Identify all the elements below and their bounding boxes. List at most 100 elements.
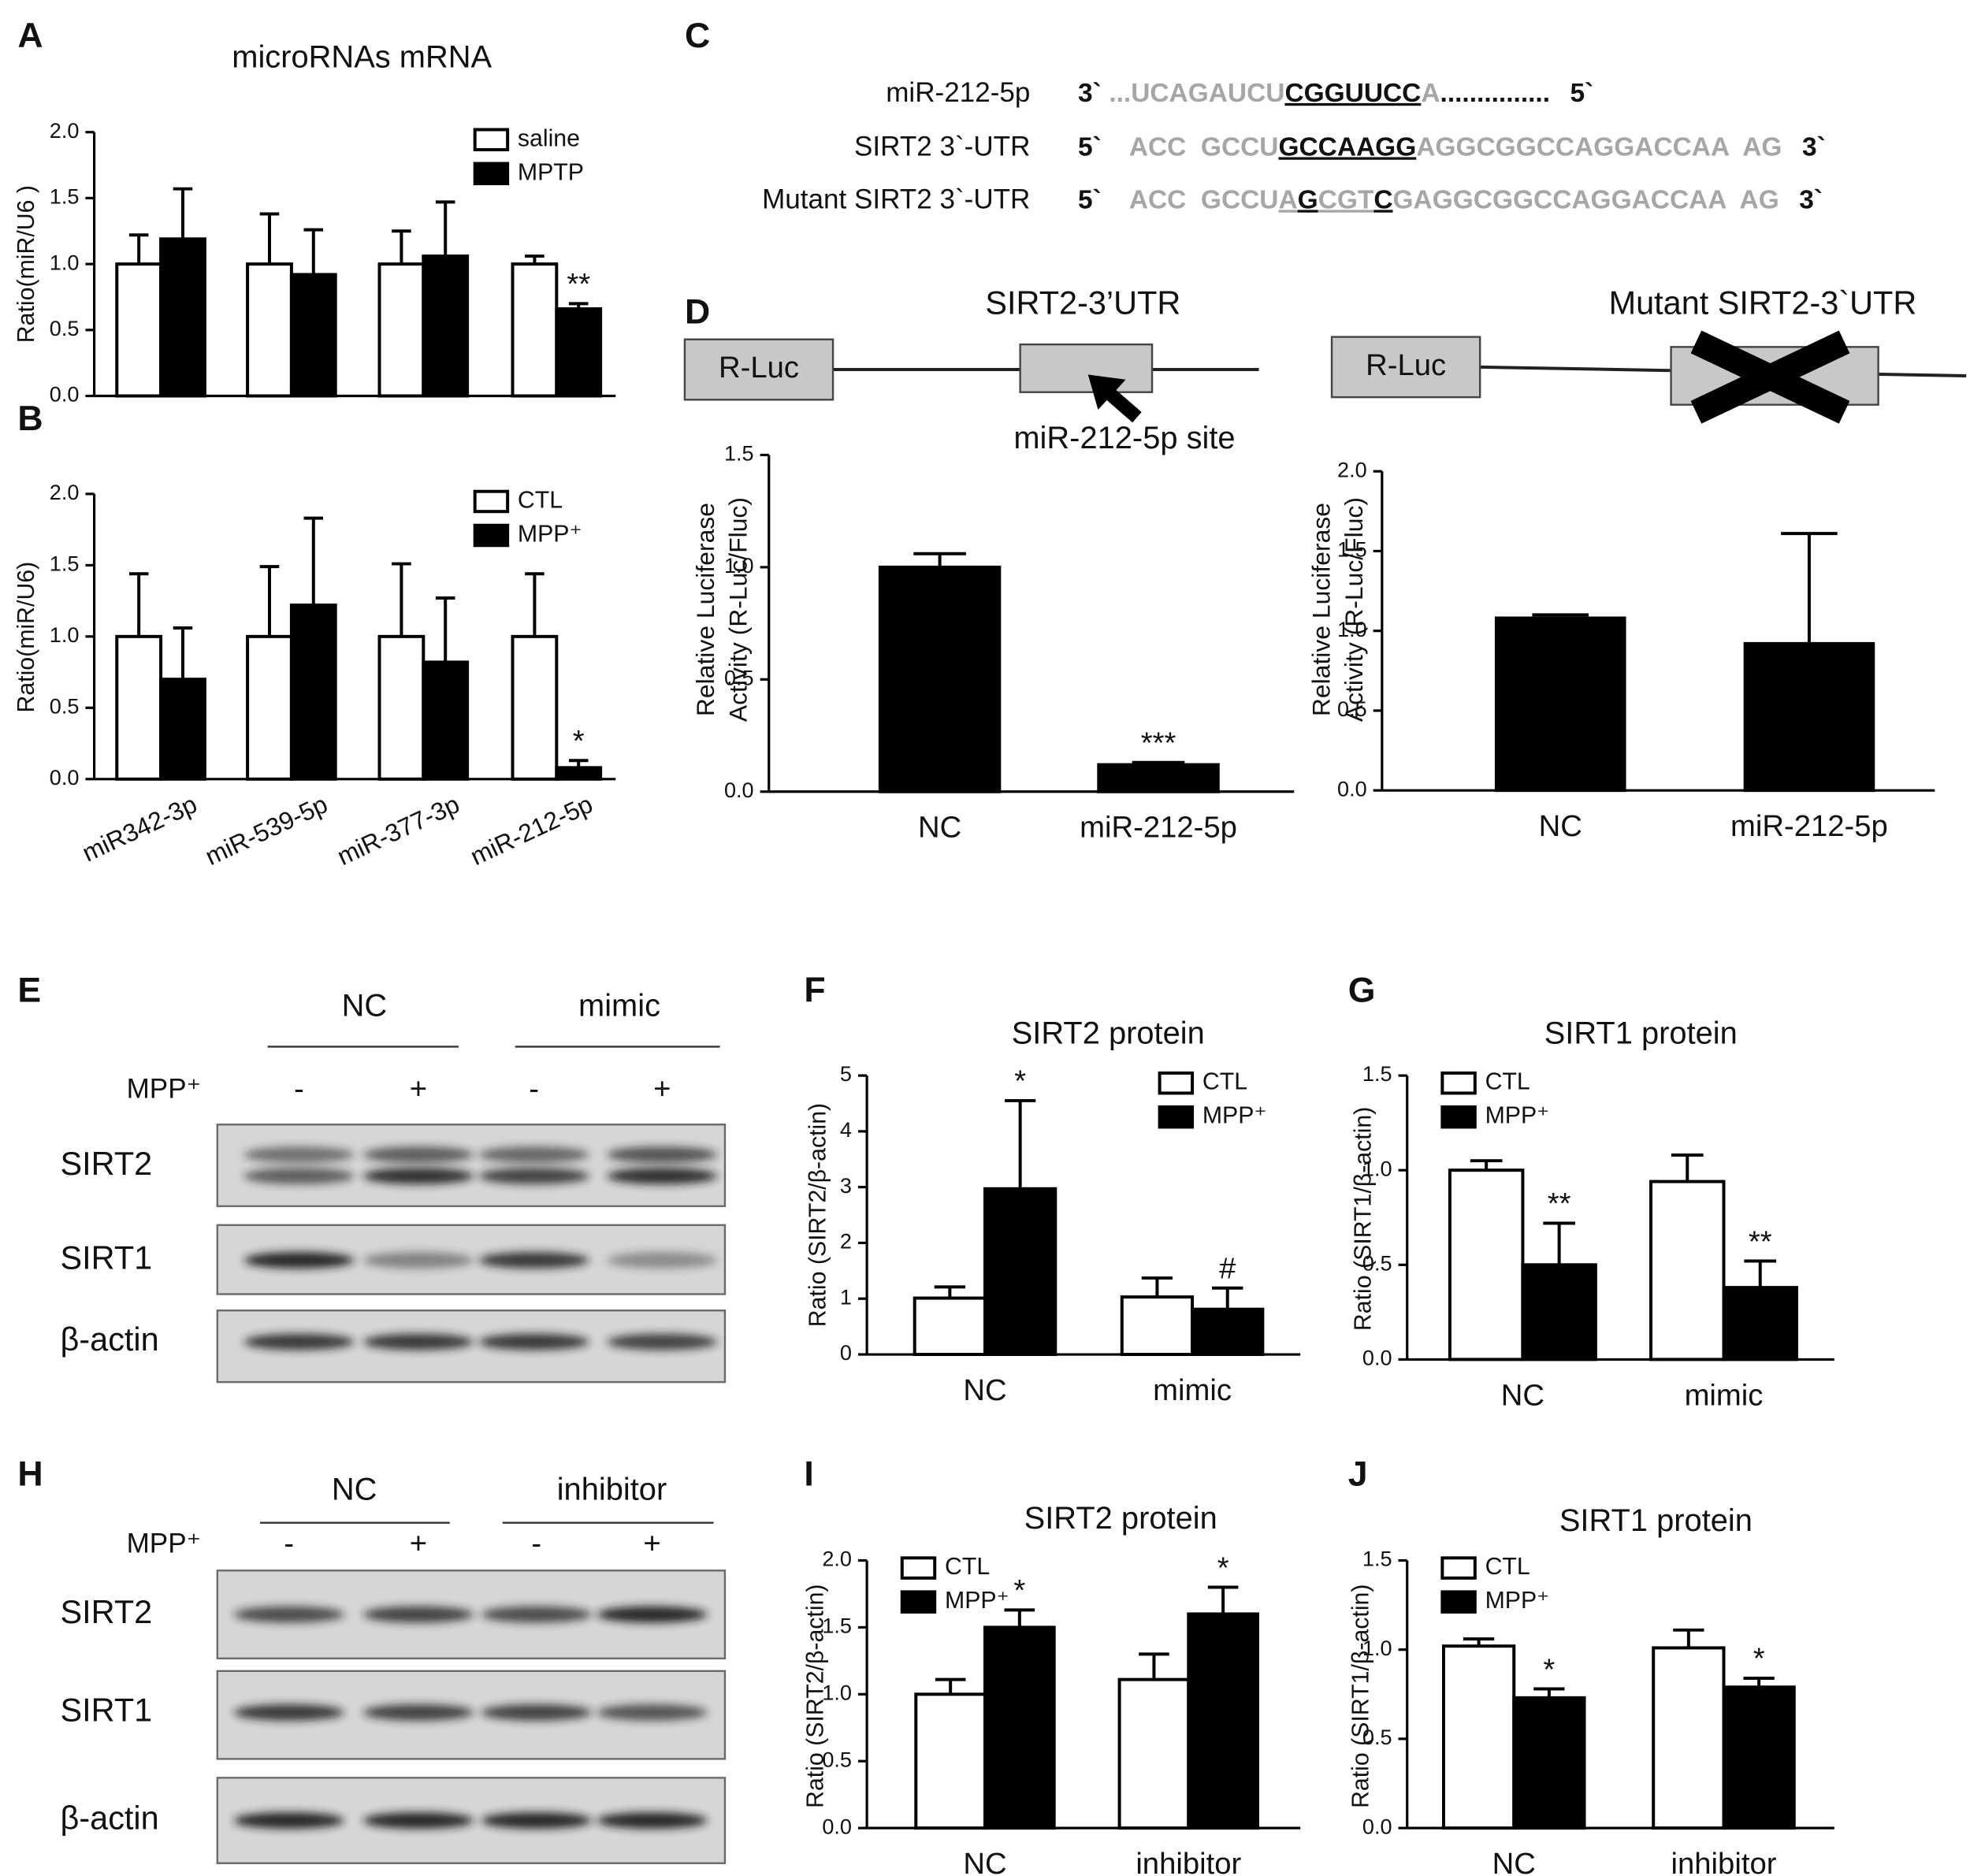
error-bar xyxy=(568,759,589,768)
sequence-end: 3` xyxy=(1078,79,1102,108)
y-tick-label: 0.5 xyxy=(822,1747,852,1771)
blot-band xyxy=(362,1606,474,1623)
error-bar xyxy=(1743,1676,1775,1688)
legend-swatch xyxy=(1440,1556,1477,1580)
y-tick-label: 1.5 xyxy=(724,441,754,466)
significance-label: * xyxy=(1543,1652,1555,1686)
error-bar xyxy=(1212,1286,1243,1309)
panel-label: J xyxy=(1348,1454,1368,1493)
legend-label: CTL xyxy=(518,487,563,513)
bar xyxy=(377,634,426,781)
error-bar xyxy=(1463,1637,1495,1647)
treatment-sign: + xyxy=(410,1526,427,1560)
legend-label: MPTP xyxy=(518,159,584,185)
x-tick-label: miR-377-3p xyxy=(333,789,463,871)
bar xyxy=(511,634,559,781)
error-bar xyxy=(525,254,545,265)
blot-band xyxy=(233,1812,344,1829)
treatment-sign: + xyxy=(643,1526,660,1560)
error-bar xyxy=(173,626,193,680)
significance-label: * xyxy=(573,724,585,758)
group-label: mimic xyxy=(578,989,660,1023)
error-bar xyxy=(303,516,324,606)
sequence-part: C xyxy=(1373,185,1392,214)
legend-label: CTL xyxy=(1485,1069,1530,1095)
sequence: 5` ACC GCCUAGCGTCGAGGCGGCCAGGACCAA AG 3` xyxy=(1078,185,1823,214)
construct-title: Mutant SIRT2-3`UTR xyxy=(1609,284,1917,321)
blot-band xyxy=(362,1704,474,1721)
x-tick-label: inhibitor xyxy=(1671,1847,1777,1876)
bar xyxy=(1649,1179,1726,1361)
legend-swatch xyxy=(900,1590,937,1614)
mutation-cross xyxy=(1690,330,1850,424)
blot-band xyxy=(478,1252,589,1269)
significance-label: ** xyxy=(1749,1224,1772,1258)
legend-label: MPP⁺ xyxy=(1485,1103,1550,1129)
error-bar xyxy=(525,572,545,637)
significance-label: * xyxy=(1753,1642,1765,1676)
bar xyxy=(914,1692,987,1830)
legend-swatch xyxy=(473,128,510,152)
error-bar xyxy=(1744,1259,1777,1288)
error-bar xyxy=(173,187,193,240)
bar xyxy=(511,262,559,398)
bar xyxy=(1521,1263,1597,1361)
chart-title: SIRT2 protein xyxy=(1024,1501,1217,1536)
y-tick-label: 5 xyxy=(840,1061,852,1086)
bar xyxy=(159,237,206,398)
error-bar xyxy=(935,1677,966,1695)
blot-strip xyxy=(216,1124,727,1208)
y-tick-label: 0.5 xyxy=(724,665,754,689)
chart-title: SIRT2 protein xyxy=(1012,1016,1205,1051)
luciferase-box xyxy=(683,338,834,401)
luciferase-label: R-Luc xyxy=(1366,348,1446,382)
blot-band xyxy=(478,1168,589,1184)
error-bar xyxy=(128,572,149,637)
treatment-sign: - xyxy=(529,1072,539,1105)
error-bar xyxy=(259,212,280,265)
bar xyxy=(1512,1696,1586,1830)
significance-label: *** xyxy=(1141,726,1176,760)
blot-band xyxy=(362,1333,474,1350)
blot-band xyxy=(607,1333,718,1350)
bar xyxy=(1722,1286,1798,1361)
bar xyxy=(983,1625,1056,1830)
error-bar xyxy=(435,200,455,257)
sequence-end: 3` xyxy=(1802,132,1826,162)
y-tick-label: 1.0 xyxy=(822,1680,852,1704)
bar xyxy=(1722,1685,1796,1830)
sequence: 5` ACC GCCUGCCAAGGAGGCGGCCAGGACCAA AG 3` xyxy=(1078,132,1826,162)
blot-row-label: SIRT1 xyxy=(61,1239,153,1276)
blot-band xyxy=(481,1606,592,1623)
x-tick-label: miR-212-5p xyxy=(466,789,597,871)
legend-swatch xyxy=(1440,1105,1477,1129)
bar xyxy=(289,273,337,398)
legend-label: CTL xyxy=(1202,1069,1247,1095)
y-tick-label: 1.5 xyxy=(50,184,80,209)
bar xyxy=(159,678,206,781)
sequence-part: G xyxy=(1298,185,1318,214)
y-tick-label: 1.5 xyxy=(50,552,80,576)
y-tick-label: 1.5 xyxy=(1337,537,1367,562)
y-axis-label: Ratio(miR/U6 ) xyxy=(13,185,39,343)
y-tick-label: 1.0 xyxy=(1337,617,1367,641)
bar xyxy=(115,262,163,398)
bar xyxy=(422,660,470,781)
y-tick-label: 1.0 xyxy=(1362,1156,1392,1180)
y-tick-label: 0.0 xyxy=(1362,1814,1392,1838)
utr-box xyxy=(1019,343,1154,393)
legend-label: MPP⁺ xyxy=(1202,1103,1267,1129)
bar xyxy=(422,254,470,398)
error-bar xyxy=(1470,1159,1503,1171)
legend-label: MPP⁺ xyxy=(518,521,582,547)
blot-row-label: β-actin xyxy=(61,1321,159,1358)
bar xyxy=(555,307,603,398)
x-tick-label: NC xyxy=(1501,1378,1544,1412)
bar xyxy=(1097,763,1220,793)
sequence-part: ACC GCCU xyxy=(1129,132,1279,162)
legend-swatch xyxy=(1440,1590,1477,1614)
y-tick-label: 2 xyxy=(840,1229,852,1254)
sequence-part: A xyxy=(1421,79,1440,108)
x-tick-label: miR-212-5p xyxy=(1730,809,1888,843)
